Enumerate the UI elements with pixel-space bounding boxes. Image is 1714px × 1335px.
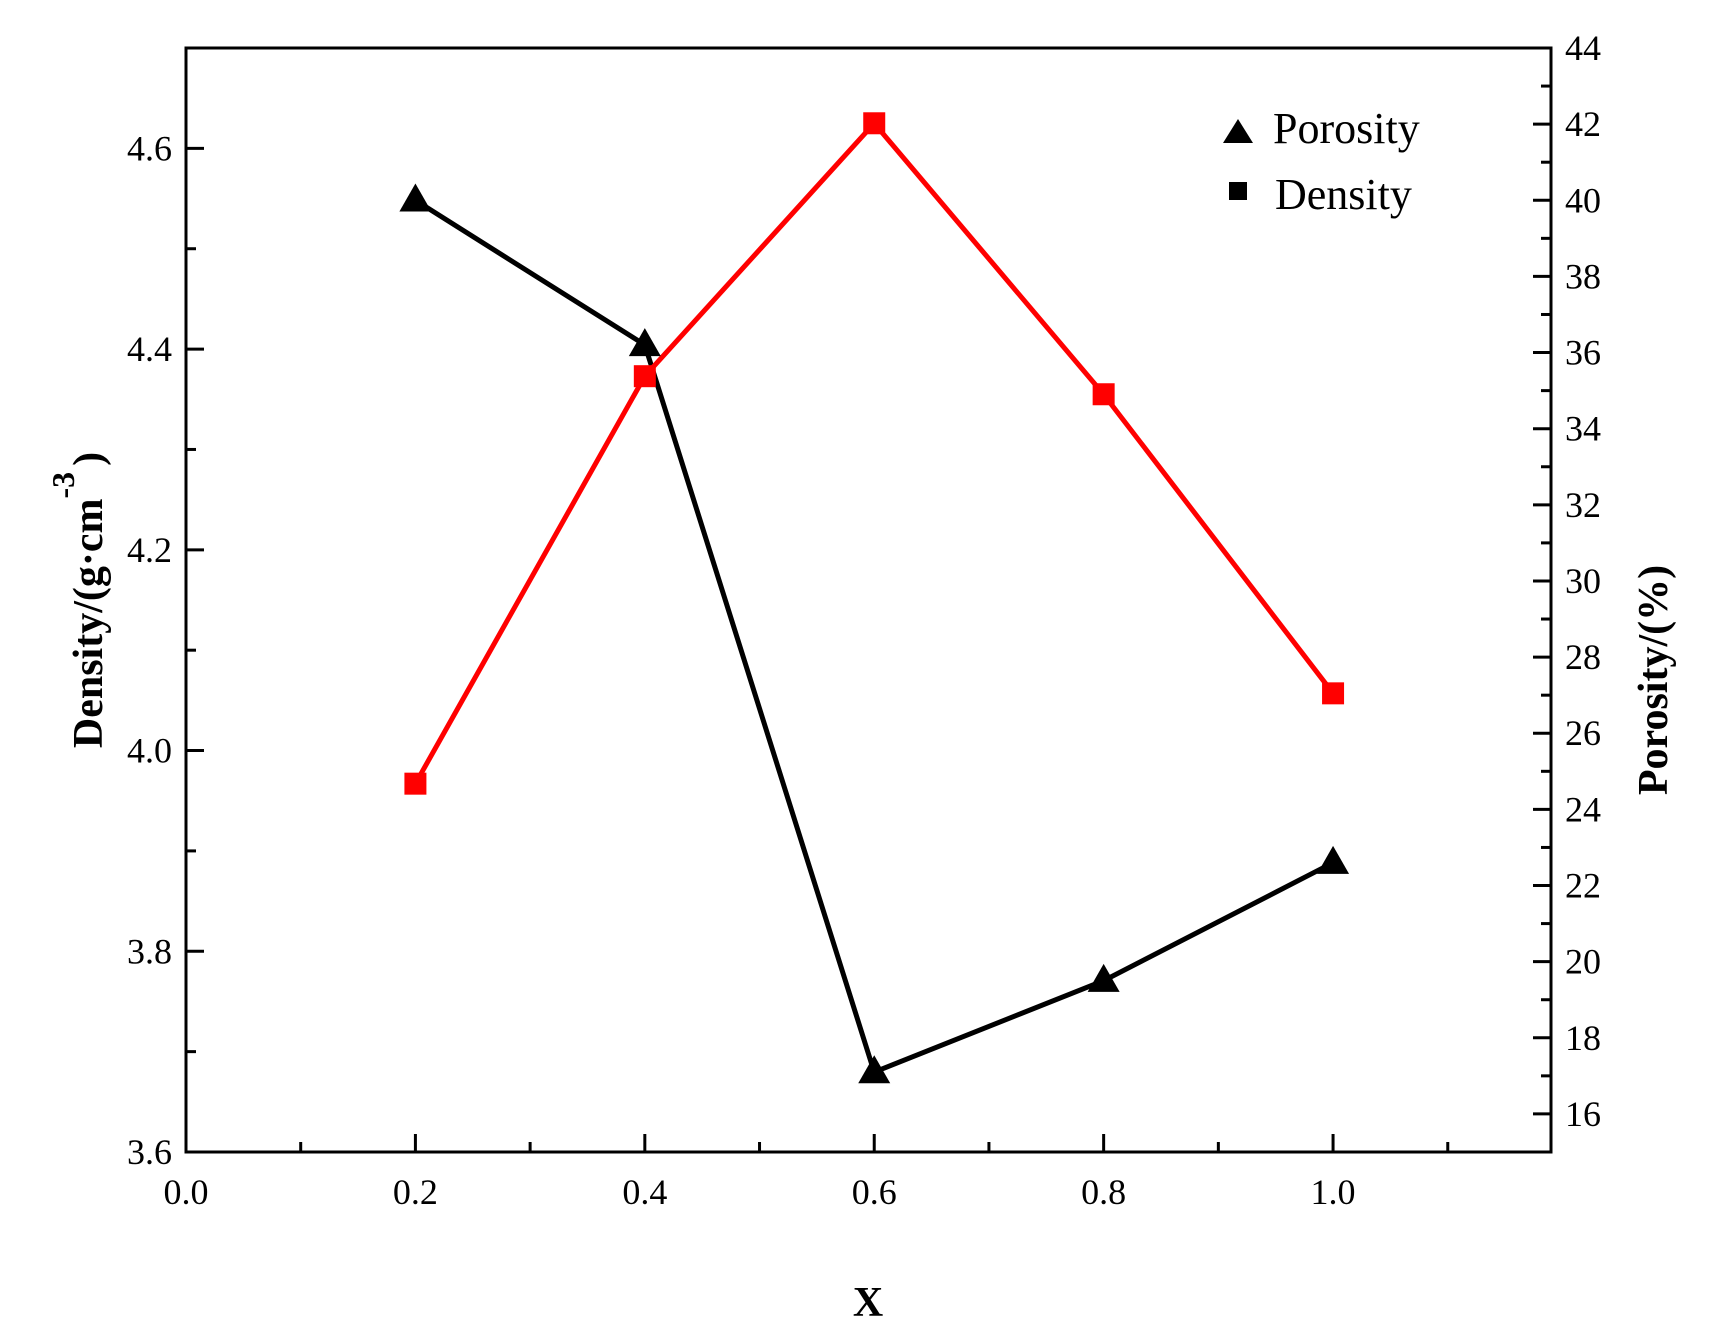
left-axis-title: Density/(g·cm-3): [45, 452, 112, 748]
right-tick-label: 36: [1565, 333, 1601, 373]
legend-porosity-label: Porosity: [1273, 104, 1420, 153]
porosity-point: [628, 328, 661, 357]
legend-density-label: Density: [1275, 170, 1412, 219]
right-tick-label: 44: [1565, 28, 1601, 68]
density-point: [404, 772, 427, 795]
porosity-point: [858, 1055, 891, 1084]
density-line: [413, 119, 1336, 785]
porosity-point: [1087, 963, 1120, 992]
x-ticks: 0.0 0.2 0.4 0.6 0.8 1.0: [164, 1134, 1450, 1212]
svg-text:Density/(g·cm-3): Density/(g·cm-3): [45, 452, 112, 748]
right-tick-label: 28: [1565, 637, 1601, 677]
left-axis-title-text: Density/(g·cm: [66, 499, 112, 749]
right-tick-label: 20: [1565, 942, 1601, 982]
right-tick-label: 30: [1565, 561, 1601, 601]
right-tick-label: 18: [1565, 1018, 1601, 1058]
legend-density-marker: [1229, 182, 1247, 200]
left-axis-title-close: ): [66, 452, 112, 466]
left-tick-label: 4.2: [127, 530, 172, 570]
porosity-point: [1317, 845, 1350, 874]
right-ticks: 16 18 20 22 24 26 28 30 32 34 36 38 40 42 44: [1533, 28, 1601, 1154]
legend-porosity-marker: [1223, 119, 1253, 143]
x-tick-label: 0.8: [1081, 1172, 1126, 1212]
x-tick-label: 1.0: [1311, 1172, 1356, 1212]
right-tick-label: 32: [1565, 485, 1601, 525]
left-tick-label: 4.0: [127, 731, 172, 771]
density-point: [633, 365, 656, 388]
series-lines: [413, 119, 1336, 1076]
right-tick-label: 24: [1565, 789, 1601, 829]
x-tick-label: 0.2: [393, 1172, 438, 1212]
density-point: [863, 112, 886, 135]
right-tick-label: 40: [1565, 180, 1601, 220]
x-tick-label: 0.4: [622, 1172, 667, 1212]
series-markers: [399, 112, 1350, 1084]
x-tick-label: 0.6: [852, 1172, 897, 1212]
porosity-point: [399, 183, 432, 212]
left-tick-label: 4.6: [127, 128, 172, 168]
density-point: [1322, 682, 1345, 705]
left-axis-title-superscript: -3: [45, 472, 81, 499]
right-tick-label: 42: [1565, 104, 1601, 144]
plot-frame: [184, 46, 1553, 1154]
right-tick-label: 26: [1565, 713, 1601, 753]
legend: Porosity Density: [1223, 104, 1420, 219]
right-axis-title: Porosity/(%): [1631, 565, 1677, 795]
right-tick-label: 22: [1565, 866, 1601, 906]
left-tick-label: 4.4: [127, 329, 172, 369]
left-tick-label: 3.6: [127, 1132, 172, 1172]
left-ticks: 3.6 3.8 4.0 4.2 4.4 4.6: [127, 46, 204, 1172]
porosity-line: [414, 198, 1335, 1076]
right-tick-label: 16: [1565, 1094, 1601, 1134]
density-point: [1092, 383, 1115, 406]
x-axis-title: X: [853, 1280, 883, 1326]
right-tick-label: 38: [1565, 256, 1601, 296]
x-tick-label: 0.0: [164, 1172, 209, 1212]
right-tick-label: 34: [1565, 409, 1601, 449]
left-tick-label: 3.8: [127, 931, 172, 971]
